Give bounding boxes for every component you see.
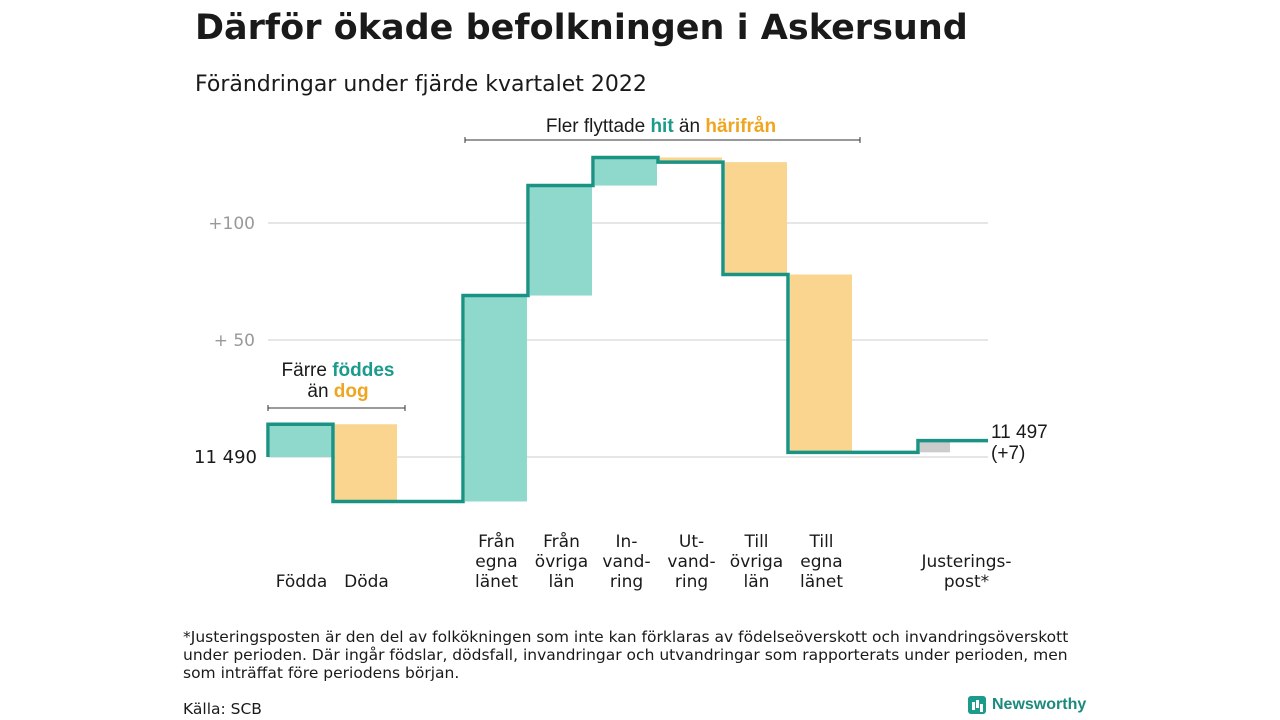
category-label: län (744, 572, 770, 592)
category-label: vand- (602, 552, 650, 572)
category-label: egna (800, 552, 842, 572)
chart-logo-icon (968, 696, 986, 714)
bar-decrease (725, 162, 787, 275)
category-label: post* (944, 572, 989, 592)
brand-name: Newsworthy (992, 696, 1087, 713)
category-label: egna (475, 552, 517, 572)
y-tick-label: + 50 (214, 331, 255, 351)
category-label: län (549, 572, 575, 592)
bar-adjustment (920, 440, 950, 453)
annotation-highlight-hit: hit (650, 116, 674, 137)
newsworthy-logo: Newsworthy (968, 696, 1086, 714)
source-label: Källa: SCB (183, 700, 262, 718)
category-label: vand- (667, 552, 715, 572)
category-label: Ut- (679, 532, 704, 552)
annotation-highlight-born: föddes (332, 360, 395, 381)
category-label: övriga (730, 552, 783, 572)
category-label: Justerings- (920, 552, 1011, 572)
category-label: Till (743, 532, 768, 552)
bar-decrease (790, 274, 852, 453)
end-value-label: 11 497 (991, 422, 1048, 443)
migration-annotation: Fler flyttade hit än härifrån (462, 116, 860, 137)
bar-decrease (660, 157, 722, 163)
footnote: *Justeringsposten är den del av folkökni… (183, 628, 1069, 682)
start-value-label: 11 490 (194, 447, 257, 468)
chart-title: Därför ökade befolkningen i Askersund (195, 8, 968, 48)
annotation-text: Fler flyttade (545, 116, 651, 137)
bar-increase (270, 424, 332, 457)
annotation-text: Färre (281, 360, 333, 381)
category-label: ring (610, 572, 643, 592)
cumulative-step-line (266, 155, 988, 504)
category-label: Från (543, 531, 580, 552)
category-label: Från (478, 531, 515, 552)
annotation-highlight-died: dog (333, 381, 369, 402)
category-label: övriga (535, 552, 588, 572)
annotation-text: än (307, 381, 334, 402)
births-deaths-annotation: Färre föddes än dog (276, 360, 400, 402)
bar-increase (465, 295, 527, 502)
annotation-text: än (673, 116, 706, 137)
category-label: Döda (344, 572, 389, 592)
bar-decrease (335, 424, 397, 502)
end-value-label: (+7) (991, 443, 1025, 464)
chart-subtitle: Förändringar under fjärde kvartalet 2022 (195, 72, 647, 97)
category-label: In- (616, 532, 638, 552)
category-label: länet (475, 572, 518, 592)
category-label: länet (800, 572, 843, 592)
category-label: Födda (276, 572, 328, 592)
bar-increase (595, 157, 657, 186)
y-tick-label: +100 (208, 214, 255, 234)
category-label: ring (675, 572, 708, 592)
annotation-highlight-harifran: härifrån (705, 116, 777, 137)
bar-increase (530, 185, 592, 296)
category-label: Till (808, 532, 833, 552)
